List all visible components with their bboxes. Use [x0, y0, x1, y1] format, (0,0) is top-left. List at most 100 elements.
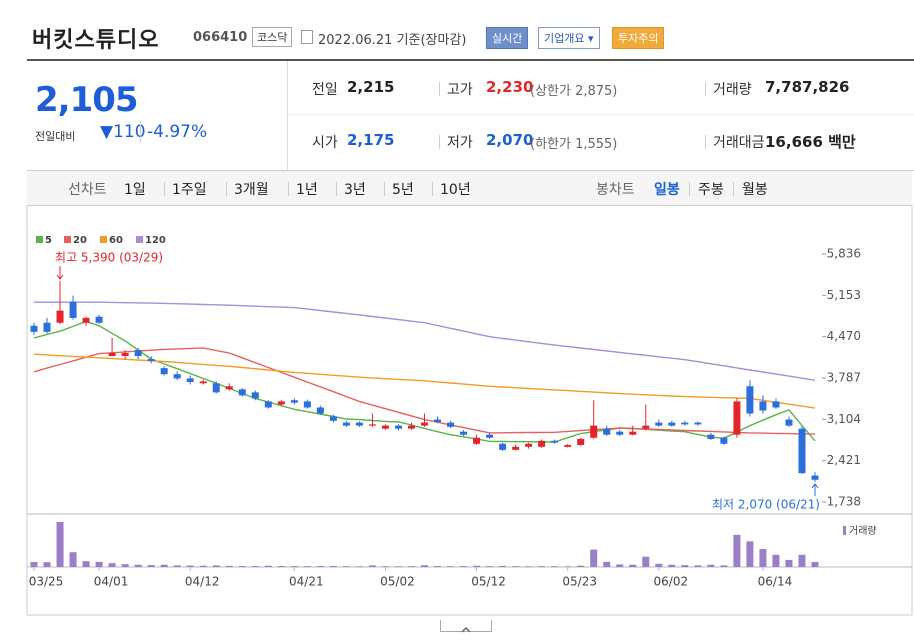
candle-tab[interactable]: 일봉 [654, 182, 680, 198]
ma-line [33, 353, 816, 409]
volume-bar [512, 566, 520, 567]
candle-tab[interactable]: 월봉 [742, 182, 768, 198]
volume-bar [121, 564, 129, 567]
x-tick-label: 04/01 [94, 575, 129, 589]
volume-bar [434, 566, 442, 567]
date: 2022.06.21 기준(장마감) [318, 33, 467, 48]
realtime-button[interactable]: 실시간 [486, 27, 529, 49]
candle-body [681, 422, 689, 425]
info-note: (하한가 1,555) [530, 137, 618, 152]
ma-line [34, 301, 816, 381]
candle-body [329, 416, 337, 421]
line-chart-label: 선차트 [68, 182, 107, 198]
volume-bar [629, 564, 637, 567]
divider [27, 170, 914, 171]
period-tab[interactable]: 1년 [296, 182, 318, 198]
candle-body [499, 443, 507, 450]
volume-bar [173, 565, 181, 567]
info-label: 고가 [447, 82, 473, 98]
volume-bar [147, 565, 155, 567]
volume-bar [303, 566, 311, 567]
candle-body [173, 374, 181, 379]
max-annotation: 최고 5,390 (03/29) [55, 251, 163, 265]
candle-body [616, 431, 624, 435]
volume-bar [655, 563, 663, 567]
volume-bar [577, 565, 585, 567]
info-label: 거래대금 [713, 135, 765, 151]
volume-bar [486, 566, 494, 567]
period-tab[interactable]: 3개월 [234, 182, 269, 198]
volume-bar [759, 549, 767, 567]
volume-bar [733, 534, 741, 567]
y-tick-label: 1,738 [827, 495, 861, 509]
y-tick-label: 4,470 [827, 329, 861, 343]
period-tab[interactable]: 1일 [124, 182, 146, 198]
candle-body [811, 475, 819, 480]
candle-body [264, 401, 272, 408]
separator [705, 135, 706, 149]
info-value: 7,787,826 [765, 78, 850, 96]
candle-tab[interactable]: 주봉 [698, 182, 724, 198]
candle-body [798, 428, 806, 474]
candle-body [316, 407, 324, 414]
candle-body [707, 434, 715, 439]
candle-body [121, 353, 129, 357]
candle-body [368, 424, 376, 426]
volume-legend: 거래량 [849, 525, 877, 537]
separator [384, 182, 385, 196]
legend-swatch [64, 236, 71, 243]
candle-body [447, 422, 455, 427]
company-button[interactable]: 기업개요 ▾ [538, 27, 600, 49]
x-tick-label: 05/23 [562, 575, 597, 589]
candle-body [512, 446, 520, 450]
volume-legend-swatch [843, 526, 846, 535]
collapse-button[interactable] [440, 620, 492, 633]
x-tick-label: 06/14 [758, 575, 793, 589]
candle-body [95, 316, 103, 323]
volume-bar [238, 565, 246, 567]
candle-body [733, 401, 741, 435]
candle-body [655, 422, 663, 426]
volume-bar [30, 561, 38, 567]
volume-bar [316, 566, 324, 567]
y-tick-label: 5,836 [827, 247, 861, 261]
legend-label: 5 [45, 235, 52, 246]
info-label: 시가 [312, 135, 338, 151]
title: 버킷스튜디오 [32, 28, 160, 53]
info-value: 2,070 [486, 131, 534, 149]
candle-body [642, 425, 650, 429]
x-tick-label: 04/12 [185, 575, 220, 589]
period-tab[interactable]: 3년 [344, 182, 366, 198]
volume-bar [785, 559, 793, 567]
volume-bar [798, 554, 806, 567]
volume-bar [108, 563, 116, 567]
volume-bar [329, 565, 337, 567]
y-tick-label: 2,421 [827, 453, 861, 467]
period-tab[interactable]: 10년 [440, 182, 471, 198]
period-tab[interactable]: 5년 [392, 182, 414, 198]
y-tick-label: 5,153 [827, 288, 861, 302]
period-tab[interactable]: 1주일 [172, 182, 207, 198]
min-arrowhead [811, 483, 819, 489]
stock-code: 066410 [193, 30, 248, 45]
candle-body [759, 401, 767, 411]
candle-body [303, 401, 311, 408]
warning-badge[interactable]: 투자주의 [612, 27, 665, 49]
volume-bar [538, 566, 546, 567]
candle-body [577, 438, 585, 445]
volume-bar [720, 565, 728, 567]
volume-bar [277, 566, 285, 567]
separator [164, 182, 165, 196]
y-tick-label: 3,787 [827, 371, 861, 385]
candle-body [564, 444, 572, 447]
candle-body [421, 422, 428, 426]
volume-bar [368, 565, 376, 567]
candle-body [134, 349, 142, 357]
candle-body [43, 322, 51, 332]
volume-bar [772, 554, 780, 567]
x-tick-label: 04/21 [289, 575, 324, 589]
market-badge: 코스닥 [252, 27, 293, 47]
x-tick-label: 05/12 [471, 575, 506, 589]
price-box [27, 61, 288, 171]
volume-bar [212, 565, 220, 567]
